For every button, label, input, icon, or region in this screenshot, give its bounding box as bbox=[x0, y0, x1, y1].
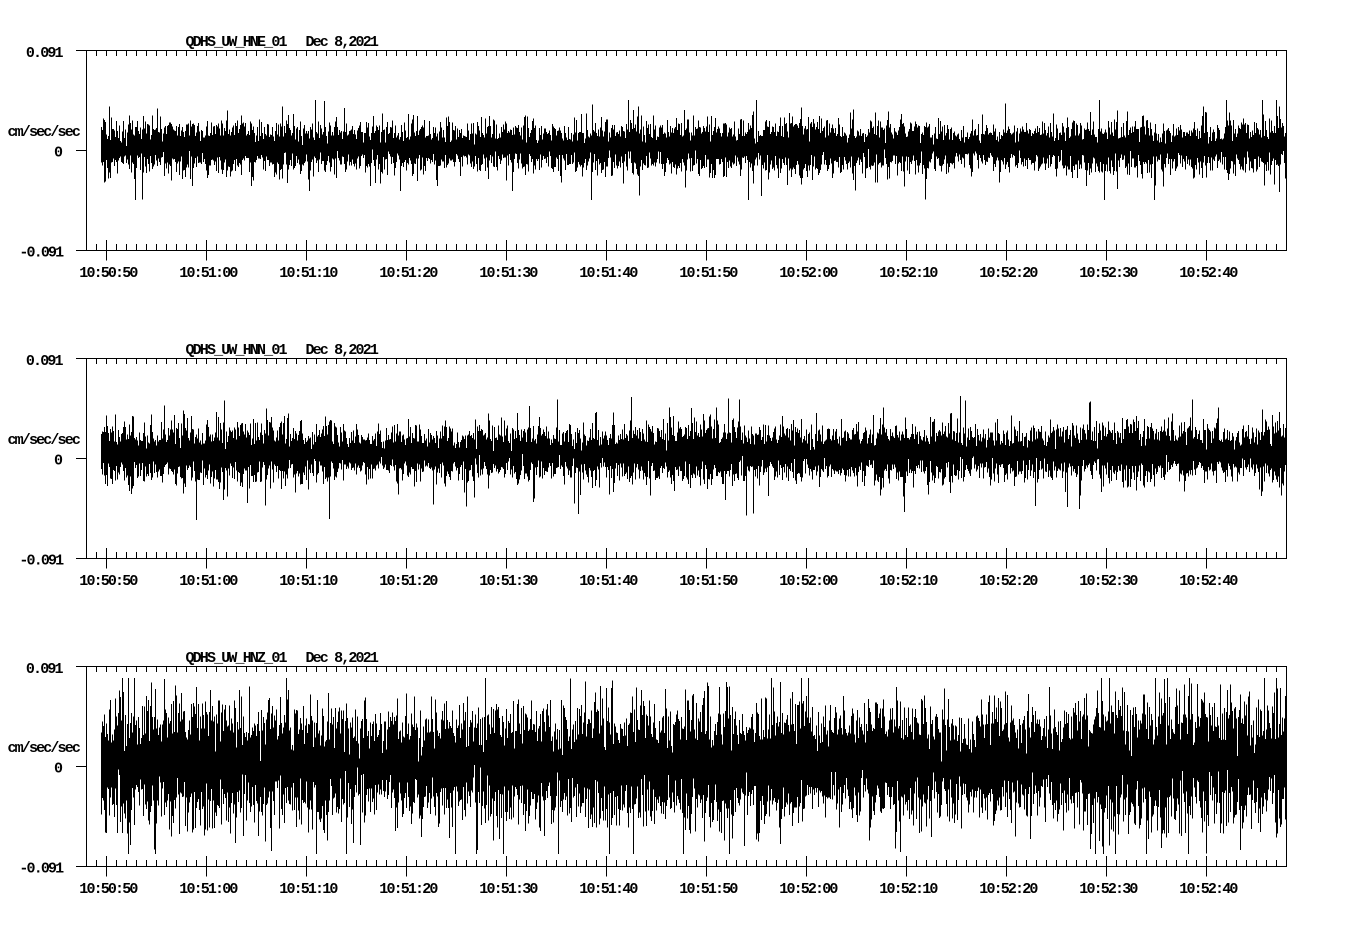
svg-text:10:52:40: 10:52:40 bbox=[1179, 573, 1238, 590]
svg-text:-0.091: -0.091 bbox=[19, 861, 64, 878]
svg-text:10:51:00: 10:51:00 bbox=[179, 265, 238, 282]
svg-text:10:52:20: 10:52:20 bbox=[979, 881, 1038, 898]
svg-text:Dec 8,2021: Dec 8,2021 bbox=[306, 650, 379, 667]
svg-text:10:51:30: 10:51:30 bbox=[479, 573, 538, 590]
svg-text:0: 0 bbox=[54, 145, 63, 162]
svg-text:10:51:40: 10:51:40 bbox=[579, 881, 638, 898]
svg-text:-0.091: -0.091 bbox=[19, 553, 64, 570]
svg-text:10:51:40: 10:51:40 bbox=[579, 265, 638, 282]
svg-text:0: 0 bbox=[54, 453, 63, 470]
svg-text:0: 0 bbox=[54, 761, 63, 778]
svg-text:10:52:00: 10:52:00 bbox=[779, 573, 838, 590]
svg-text:10:52:10: 10:52:10 bbox=[879, 881, 938, 898]
svg-text:cm/sec/sec: cm/sec/sec bbox=[8, 740, 81, 757]
svg-text:10:52:30: 10:52:30 bbox=[1079, 265, 1138, 282]
svg-text:-0.091: -0.091 bbox=[19, 245, 64, 262]
svg-text:10:50:50: 10:50:50 bbox=[79, 573, 138, 590]
svg-text:10:52:10: 10:52:10 bbox=[879, 573, 938, 590]
svg-text:10:52:30: 10:52:30 bbox=[1079, 881, 1138, 898]
svg-text:10:51:00: 10:51:00 bbox=[179, 573, 238, 590]
svg-text:10:51:30: 10:51:30 bbox=[479, 265, 538, 282]
svg-text:10:51:50: 10:51:50 bbox=[679, 881, 738, 898]
svg-text:10:51:10: 10:51:10 bbox=[279, 881, 338, 898]
svg-text:0.091: 0.091 bbox=[26, 45, 64, 62]
svg-text:QDHS_UW_HNZ_01: QDHS_UW_HNZ_01 bbox=[186, 650, 288, 667]
svg-text:10:52:40: 10:52:40 bbox=[1179, 881, 1238, 898]
svg-text:QDHS_UW_HNN_01: QDHS_UW_HNN_01 bbox=[186, 342, 288, 359]
svg-text:10:51:20: 10:51:20 bbox=[379, 881, 438, 898]
svg-text:10:52:20: 10:52:20 bbox=[979, 573, 1038, 590]
svg-text:10:52:00: 10:52:00 bbox=[779, 265, 838, 282]
svg-text:10:52:20: 10:52:20 bbox=[979, 265, 1038, 282]
svg-text:10:51:50: 10:51:50 bbox=[679, 265, 738, 282]
svg-text:10:52:10: 10:52:10 bbox=[879, 265, 938, 282]
svg-text:10:50:50: 10:50:50 bbox=[79, 881, 138, 898]
svg-text:cm/sec/sec: cm/sec/sec bbox=[8, 432, 81, 449]
svg-text:0.091: 0.091 bbox=[26, 661, 64, 678]
svg-text:QDHS_UW_HNE_01: QDHS_UW_HNE_01 bbox=[186, 34, 288, 51]
svg-text:10:51:10: 10:51:10 bbox=[279, 573, 338, 590]
svg-text:10:51:50: 10:51:50 bbox=[679, 573, 738, 590]
svg-text:Dec 8,2021: Dec 8,2021 bbox=[306, 342, 379, 359]
svg-text:10:51:20: 10:51:20 bbox=[379, 265, 438, 282]
svg-text:cm/sec/sec: cm/sec/sec bbox=[8, 124, 81, 141]
svg-text:10:51:30: 10:51:30 bbox=[479, 881, 538, 898]
svg-text:Dec 8,2021: Dec 8,2021 bbox=[306, 34, 379, 51]
svg-text:10:52:40: 10:52:40 bbox=[1179, 265, 1238, 282]
svg-text:10:51:10: 10:51:10 bbox=[279, 265, 338, 282]
svg-text:10:52:30: 10:52:30 bbox=[1079, 573, 1138, 590]
svg-text:10:51:20: 10:51:20 bbox=[379, 573, 438, 590]
svg-text:10:51:40: 10:51:40 bbox=[579, 573, 638, 590]
svg-text:0.091: 0.091 bbox=[26, 353, 64, 370]
svg-text:10:52:00: 10:52:00 bbox=[779, 881, 838, 898]
svg-text:10:51:00: 10:51:00 bbox=[179, 881, 238, 898]
svg-text:10:50:50: 10:50:50 bbox=[79, 265, 138, 282]
